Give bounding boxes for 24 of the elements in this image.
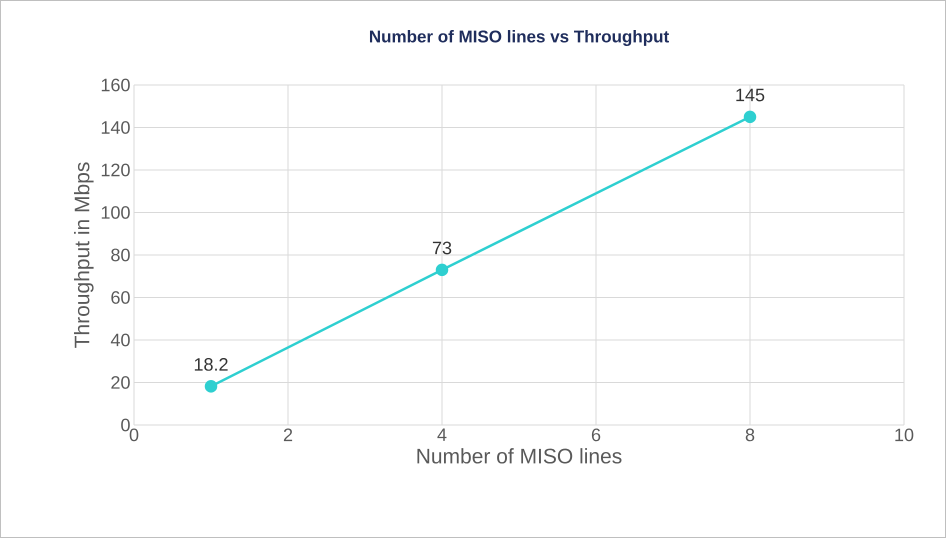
y-tick-label: 40 [110,334,130,346]
point [204,380,218,393]
x-axis-title: Number of MISO lines [417,448,622,464]
x-tick-label: 4 [437,428,446,441]
x-tick-label: 2 [284,428,292,442]
data-label: 145 [736,88,764,102]
y-tick-label: 140 [102,121,130,134]
y-tick-label: 80 [111,248,130,262]
y-tick-label: 120 [102,164,130,176]
data-label: 73 [432,242,452,254]
x-tick-label: 0 [130,428,138,442]
y-tick-label: 20 [111,376,130,389]
y-axis-title: Throughput in Mbps [74,162,94,348]
y-tick-label: 100 [102,206,130,219]
y-tick-label: 0 [121,418,130,432]
y-tick-label: 160 [102,78,130,92]
data-label: 18.2 [194,358,228,371]
x-tick-label: 10 [895,428,914,442]
x-tick-label: 6 [592,428,600,442]
y-tick-label: 60 [111,291,130,304]
point [436,264,448,276]
chart-title: Number of MISO lines vs Throughput [370,30,669,46]
x-tick-label: 8 [746,428,754,442]
point [744,110,756,124]
